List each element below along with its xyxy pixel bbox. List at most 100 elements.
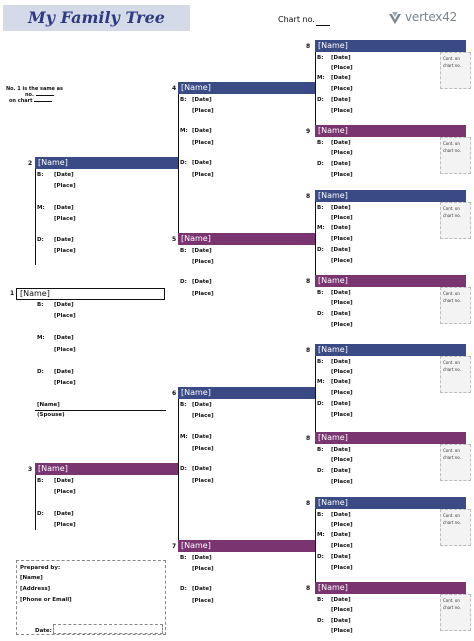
marriage-date[interactable]: [Date] bbox=[331, 75, 351, 81]
prepared-name[interactable]: [Name] bbox=[20, 575, 43, 581]
birth-place[interactable]: [Place] bbox=[192, 259, 214, 265]
death-date[interactable]: [Date] bbox=[54, 369, 74, 375]
death-place[interactable]: [Place] bbox=[192, 172, 214, 178]
death-date[interactable]: [Date] bbox=[331, 311, 351, 317]
death-date[interactable]: [Date] bbox=[331, 161, 351, 167]
continue-chart-box[interactable]: Cont. on chart no. bbox=[440, 137, 471, 174]
birth-place[interactable]: [Place] bbox=[54, 313, 76, 319]
marriage-date[interactable]: [Date] bbox=[331, 225, 351, 231]
continue-chart-box[interactable]: Cont. on chart no. bbox=[440, 356, 471, 393]
prepared-date-field[interactable] bbox=[53, 624, 163, 634]
person-14-name[interactable]: [Name] bbox=[315, 497, 466, 509]
birth-date[interactable]: [Date] bbox=[331, 447, 351, 453]
death-place[interactable]: [Place] bbox=[192, 598, 214, 604]
person-15-name[interactable]: [Name] bbox=[315, 582, 466, 594]
death-date[interactable]: [Date] bbox=[331, 618, 351, 624]
death-date[interactable]: [Date] bbox=[192, 586, 212, 592]
birth-date[interactable]: [Date] bbox=[192, 555, 212, 561]
marriage-place[interactable]: [Place] bbox=[192, 446, 214, 452]
birth-date[interactable]: [Date] bbox=[331, 597, 351, 603]
birth-place[interactable]: [Place] bbox=[54, 489, 76, 495]
death-date[interactable]: [Date] bbox=[192, 160, 212, 166]
person-5-name[interactable]: [Name] bbox=[178, 233, 315, 245]
person-13-name[interactable]: [Name] bbox=[315, 432, 466, 444]
birth-date[interactable]: [Date] bbox=[331, 55, 351, 61]
death-place[interactable]: [Place] bbox=[331, 108, 353, 114]
continue-chart-box[interactable]: Cont. on chart no. bbox=[440, 444, 471, 481]
birth-place[interactable]: [Place] bbox=[331, 457, 353, 463]
note-no-field[interactable] bbox=[35, 95, 54, 96]
birth-place[interactable]: [Place] bbox=[331, 150, 353, 156]
marriage-place[interactable]: [Place] bbox=[331, 543, 353, 549]
death-place[interactable]: [Place] bbox=[331, 565, 353, 571]
continue-chart-box[interactable]: Cont. on chart no. bbox=[440, 509, 471, 546]
marriage-place[interactable]: [Place] bbox=[331, 236, 353, 242]
birth-place[interactable]: [Place] bbox=[331, 369, 353, 375]
marriage-date[interactable]: [Date] bbox=[54, 335, 74, 341]
death-date[interactable]: [Date] bbox=[331, 468, 351, 474]
death-date[interactable]: [Date] bbox=[192, 279, 212, 285]
birth-place[interactable]: [Place] bbox=[192, 566, 214, 572]
birth-place[interactable]: [Place] bbox=[331, 65, 353, 71]
marriage-date[interactable]: [Date] bbox=[331, 532, 351, 538]
death-date[interactable]: [Date] bbox=[192, 466, 212, 472]
death-place[interactable]: [Place] bbox=[331, 258, 353, 264]
death-place[interactable]: [Place] bbox=[331, 479, 353, 485]
death-place[interactable]: [Place] bbox=[192, 478, 214, 484]
birth-date[interactable]: [Date] bbox=[331, 140, 351, 146]
death-date[interactable]: [Date] bbox=[54, 511, 74, 517]
person-6-name[interactable]: [Name] bbox=[178, 387, 315, 399]
death-place[interactable]: [Place] bbox=[331, 412, 353, 418]
death-place[interactable]: [Place] bbox=[54, 248, 76, 254]
prepared-address[interactable]: [Address] bbox=[20, 586, 51, 592]
person-1-name[interactable]: [Name] bbox=[16, 288, 165, 300]
continue-chart-box[interactable]: Cont. on chart no. bbox=[440, 52, 471, 89]
death-place[interactable]: [Place] bbox=[192, 291, 214, 297]
birth-place[interactable]: [Place] bbox=[331, 607, 353, 613]
birth-place[interactable]: [Place] bbox=[192, 108, 214, 114]
birth-date[interactable]: [Date] bbox=[331, 205, 351, 211]
birth-place[interactable]: [Place] bbox=[331, 522, 353, 528]
death-date[interactable]: [Date] bbox=[331, 97, 351, 103]
person-4-name[interactable]: [Name] bbox=[178, 82, 315, 94]
birth-date[interactable]: [Date] bbox=[54, 302, 74, 308]
person-8-name[interactable]: [Name] bbox=[315, 40, 466, 52]
person-3-name[interactable]: [Name] bbox=[35, 463, 178, 475]
continue-chart-box[interactable]: Cont. on chart no. bbox=[440, 202, 471, 239]
birth-date[interactable]: [Date] bbox=[331, 359, 351, 365]
marriage-place[interactable]: [Place] bbox=[331, 86, 353, 92]
death-place[interactable]: [Place] bbox=[54, 380, 76, 386]
birth-place[interactable]: [Place] bbox=[331, 300, 353, 306]
note-chart-field[interactable] bbox=[34, 101, 53, 102]
birth-date[interactable]: [Date] bbox=[192, 97, 212, 103]
birth-date[interactable]: [Date] bbox=[54, 478, 74, 484]
prepared-contact[interactable]: [Phone or Email] bbox=[20, 597, 72, 603]
person-9-name[interactable]: [Name] bbox=[315, 125, 466, 137]
marriage-place[interactable]: [Place] bbox=[192, 140, 214, 146]
birth-place[interactable]: [Place] bbox=[54, 183, 76, 189]
birth-date[interactable]: [Date] bbox=[331, 290, 351, 296]
person-11-name[interactable]: [Name] bbox=[315, 275, 466, 287]
person-2-name[interactable]: [Name] bbox=[35, 157, 178, 169]
marriage-place[interactable]: [Place] bbox=[54, 216, 76, 222]
death-date[interactable]: [Date] bbox=[54, 237, 74, 243]
death-place[interactable]: [Place] bbox=[331, 322, 353, 328]
birth-place[interactable]: [Place] bbox=[331, 215, 353, 221]
birth-date[interactable]: [Date] bbox=[331, 512, 351, 518]
birth-date[interactable]: [Date] bbox=[192, 402, 212, 408]
marriage-place[interactable]: [Place] bbox=[331, 390, 353, 396]
continue-chart-box[interactable]: Cont. on chart no. bbox=[440, 594, 471, 631]
death-place[interactable]: [Place] bbox=[331, 628, 353, 634]
person-12-name[interactable]: [Name] bbox=[315, 344, 466, 356]
death-date[interactable]: [Date] bbox=[331, 401, 351, 407]
death-date[interactable]: [Date] bbox=[331, 554, 351, 560]
birth-date[interactable]: [Date] bbox=[192, 248, 212, 254]
person-7-name[interactable]: [Name] bbox=[178, 540, 315, 552]
death-date[interactable]: [Date] bbox=[331, 247, 351, 253]
marriage-place[interactable]: [Place] bbox=[54, 347, 76, 353]
marriage-date[interactable]: [Date] bbox=[331, 379, 351, 385]
marriage-date[interactable]: [Date] bbox=[192, 434, 212, 440]
marriage-date[interactable]: [Date] bbox=[192, 128, 212, 134]
marriage-date[interactable]: [Date] bbox=[54, 205, 74, 211]
chart-number-field[interactable] bbox=[316, 25, 330, 26]
